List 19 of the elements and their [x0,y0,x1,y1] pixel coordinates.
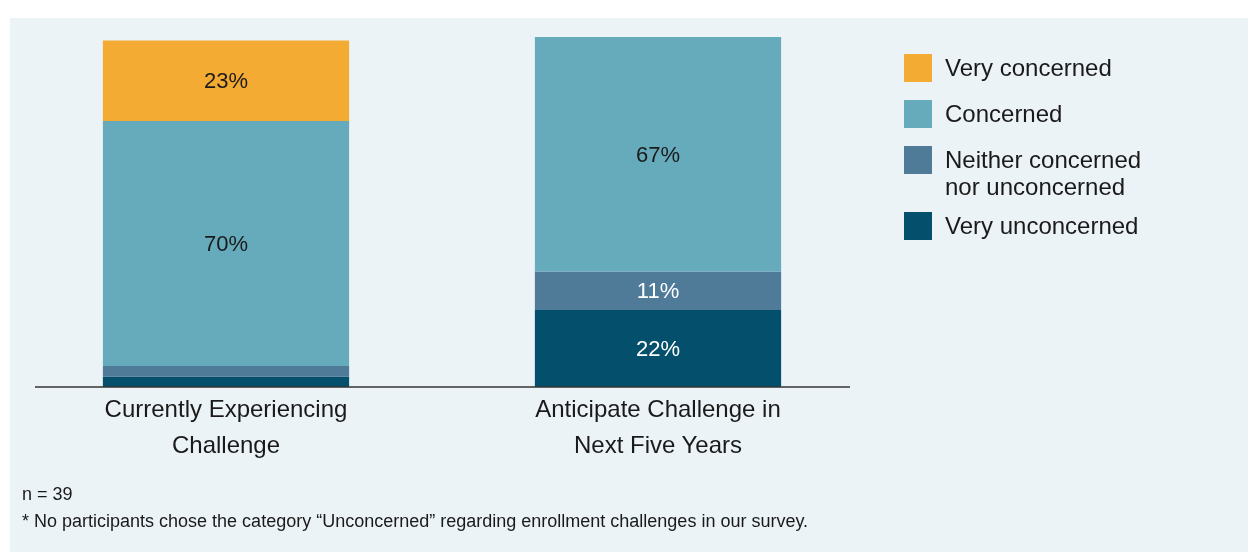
bar [102,121,350,366]
legend-label: Concerned [945,100,1063,128]
bar [102,40,350,121]
x-tick-label: Currently Experiencing Challenge [104,395,348,458]
legend-label: Very unconcerned [945,212,1139,240]
bar [534,271,782,310]
text: n = 39 [22,484,73,504]
legend-label: Neither concerned nor unconcerned [945,146,1142,201]
data-label: 23% [203,68,249,94]
text: * No participants chose the category “Unconcerned” regarding enrollment challenges in our survey. [22,511,809,531]
data-label: 70% [203,231,249,257]
bar [534,310,782,387]
bar [534,37,782,272]
data-label: 67% [635,141,681,167]
x-tick-label: Anticipate Challenge in Next Five Years [535,395,781,458]
data-label: 11% [636,278,680,304]
bar [102,366,350,377]
legend-label: Very concerned [945,54,1112,82]
data-label: 22% [635,336,681,362]
